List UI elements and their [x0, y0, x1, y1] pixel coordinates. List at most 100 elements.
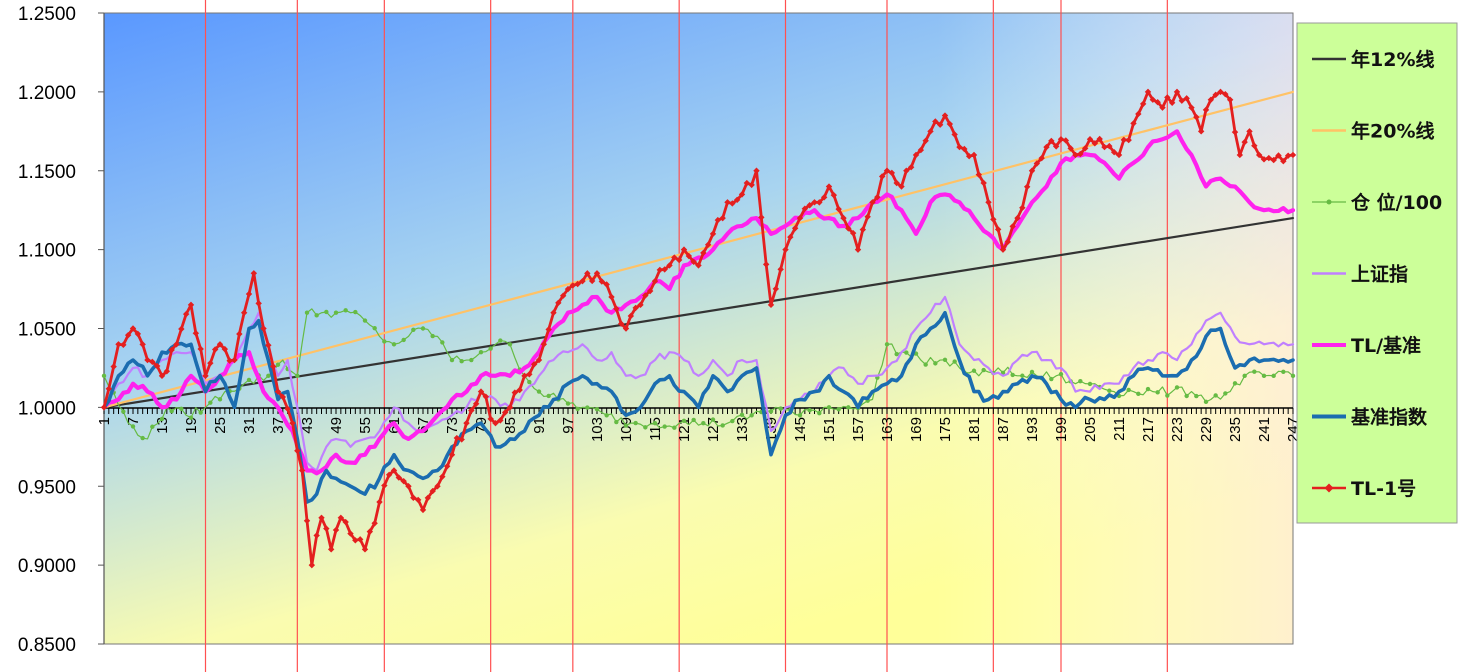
x-tick-label: 223 — [1169, 417, 1186, 442]
series-point — [308, 561, 316, 569]
series-point — [893, 179, 900, 187]
series-line — [102, 295, 1295, 472]
series-point — [710, 417, 716, 422]
series-group — [102, 295, 1295, 472]
series-point — [477, 388, 485, 395]
series-point — [661, 266, 668, 273]
series-point — [1289, 151, 1297, 159]
y-tick-label: 1.0000 — [18, 398, 76, 419]
series-point — [488, 346, 493, 351]
series-point — [1014, 214, 1021, 222]
series-point — [932, 118, 939, 125]
legend-label: 基准指数 — [1350, 406, 1428, 429]
series-point — [405, 483, 412, 490]
series-point — [1120, 136, 1128, 144]
series-point — [1009, 223, 1016, 230]
series-point — [1154, 99, 1161, 106]
series-group — [100, 88, 1297, 569]
series-point — [1202, 106, 1210, 114]
series-point — [1010, 372, 1015, 378]
series-point — [1194, 393, 1199, 399]
legend-label: 仓 位/100 — [1350, 191, 1442, 214]
legend-item: 年12%线 — [1312, 48, 1434, 71]
legend-label: 年12%线 — [1351, 48, 1434, 71]
series-point — [719, 214, 726, 222]
series-point — [1275, 152, 1282, 159]
series-point — [449, 357, 455, 363]
series-point — [835, 205, 842, 213]
series-point — [1252, 369, 1257, 374]
series-point — [1236, 151, 1244, 159]
series-point — [1028, 167, 1036, 174]
series-point — [158, 372, 166, 380]
series-point — [401, 337, 406, 343]
series-point — [826, 405, 832, 410]
series-point — [883, 167, 891, 174]
x-tick-label: 151 — [821, 417, 838, 442]
series-point — [521, 372, 528, 380]
x-tick-label: 157 — [850, 417, 867, 442]
series-point — [569, 282, 577, 289]
series-point — [546, 393, 551, 399]
series-point — [942, 357, 948, 362]
series-point — [121, 409, 126, 414]
series-point — [1165, 393, 1170, 398]
series-point — [1038, 154, 1045, 162]
series-point — [197, 345, 204, 353]
series-point — [1052, 143, 1060, 150]
series-point — [1135, 110, 1142, 118]
series-point — [782, 246, 789, 253]
series-point — [806, 202, 813, 209]
series-point — [825, 183, 833, 190]
series-point — [1058, 372, 1064, 377]
series-point — [1110, 149, 1118, 156]
series-point — [999, 246, 1007, 253]
series-point — [424, 494, 432, 502]
x-tick-label: 127 — [705, 417, 722, 442]
series-point — [1168, 99, 1176, 107]
series-point — [356, 536, 364, 543]
series-point — [420, 326, 426, 331]
x-tick-label: 49 — [328, 417, 345, 434]
series-point — [1144, 88, 1152, 96]
y-axis: 1.2500 1.2000 1.1500 1.1000 1.0500 1.0000 0.95… — [18, 4, 105, 656]
series-point — [933, 361, 938, 366]
series-point — [946, 120, 954, 128]
series-point — [540, 341, 548, 348]
series-point — [685, 252, 693, 260]
series-point — [231, 356, 238, 364]
series-point — [691, 417, 696, 423]
series-point — [497, 417, 504, 424]
series-point — [1107, 388, 1112, 393]
series-point — [1125, 136, 1132, 144]
series-point — [1159, 104, 1166, 111]
series-point — [904, 350, 909, 355]
series-point — [1271, 373, 1276, 379]
series-point — [627, 312, 635, 320]
series-point — [603, 281, 610, 288]
series-point — [266, 373, 271, 379]
series-point — [854, 246, 862, 253]
legend-label: 上证指 — [1351, 264, 1408, 286]
series-point — [1223, 391, 1228, 396]
series-point — [453, 434, 461, 442]
series-point — [120, 341, 127, 349]
series-point — [144, 356, 151, 364]
series-point — [662, 424, 667, 429]
series-point — [332, 526, 340, 534]
series-point — [1222, 90, 1229, 98]
series-point — [637, 301, 644, 309]
series-point — [208, 400, 213, 405]
x-tick-label: 187 — [995, 417, 1012, 442]
y-tick-label: 1.0500 — [18, 320, 76, 341]
x-tick-label: 37 — [270, 417, 287, 434]
series-point — [323, 525, 330, 532]
series-point — [1265, 154, 1273, 162]
series-point — [284, 405, 291, 413]
series-point — [526, 371, 533, 378]
series-point — [140, 435, 145, 441]
series-point — [801, 205, 809, 212]
series-point — [778, 406, 783, 411]
series-point — [173, 341, 180, 348]
series-point — [672, 425, 677, 430]
